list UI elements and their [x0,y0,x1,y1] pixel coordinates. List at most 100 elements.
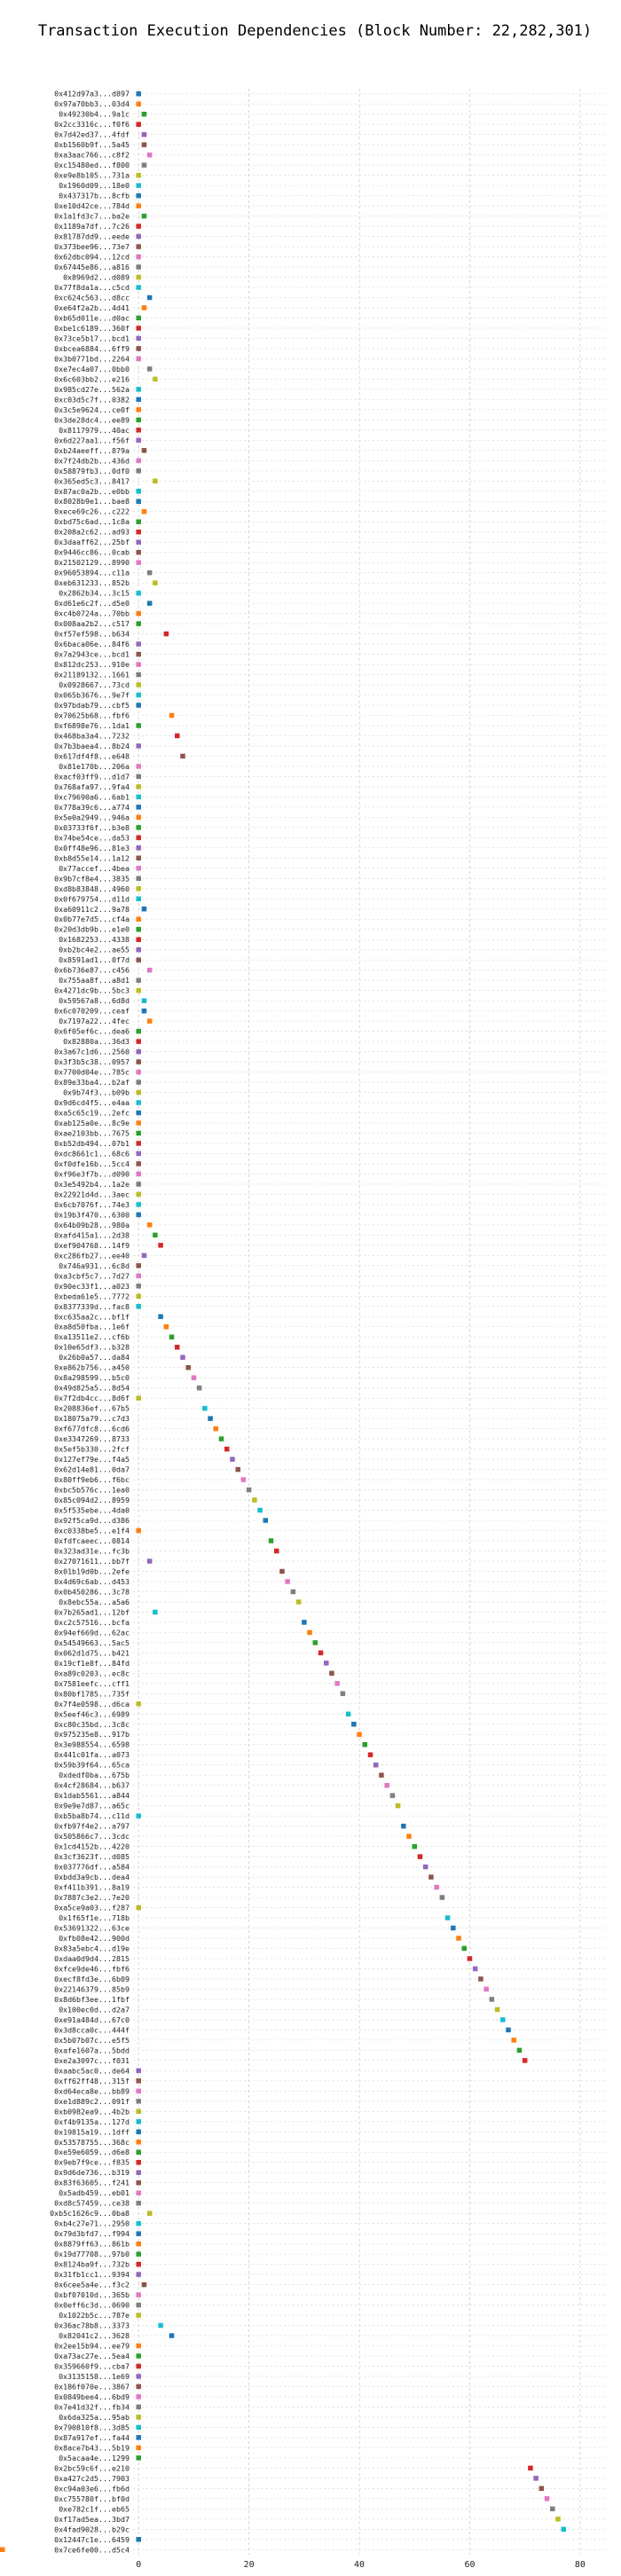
y-tick-label: 0x6c070209...ceaf [54,1007,130,1016]
data-point [136,855,141,861]
data-point [252,1497,257,1503]
data-point [191,1375,197,1380]
y-tick-label: 0x0b77e7d5...cf4a [54,915,130,923]
y-tick-label: 0x8028b9e1...bae8 [54,497,130,506]
data-point [0,2547,5,2553]
y-tick-label: 0xa3aac766...c8f2 [54,151,130,160]
y-tick-label: 0x18075a79...c7d3 [54,1414,130,1423]
data-point [136,2149,141,2155]
data-point [136,224,141,229]
data-point [439,1895,445,1900]
data-point [136,2272,141,2277]
y-tick-label: 0x96053894...c11a [54,569,130,577]
y-tick-label: 0x790810f8...3d85 [54,2423,130,2431]
x-tick-label: 60 [464,2560,475,2570]
y-tick-label: 0xafe1607a...5bdd [54,2046,130,2054]
data-point [230,1457,235,1462]
y-tick-label: 0x0b450286...3c78 [54,1587,130,1596]
y-tick-label: 0x19cf1e8f...84fd [54,1659,130,1668]
y-tick-label: 0xc03d5c7f...0382 [54,395,130,404]
y-tick-label: 0x9b7cf8e4...3835 [54,874,130,883]
data-point [555,2517,561,2522]
y-tick-label: 0xe3347269...8733 [54,1434,130,1443]
y-tick-label: 0x5f535ebe...4da0 [54,1506,130,1515]
y-tick-label: 0x5ef5b330...2fcf [54,1445,130,1454]
y-tick-label: 0x3daaff62...25bf [54,538,130,546]
y-tick-label: 0x5acaa4e...1299 [59,2454,130,2462]
y-tick-label: 0xf0dfe16b...5cc4 [54,1159,130,1168]
y-tick-label: 0xf96e3f7b...d090 [54,1169,130,1178]
y-tick-label: 0x74be54ce...da53 [54,833,130,842]
y-tick-label: 0x90ec33f1...a023 [54,1282,130,1291]
y-tick-label: 0xe862b756...a450 [54,1363,130,1372]
data-point [136,437,141,444]
y-tick-label: 0x8ace7b43...5b19 [54,2443,130,2452]
y-tick-label: 0x9d6cd4f5...e4aa [54,1098,130,1107]
data-point [136,2088,141,2094]
y-tick-label: 0x77f8da1a...c5cd [54,283,130,292]
y-tick-label: 0x5adb459...eb01 [59,2188,130,2197]
data-point [136,590,141,596]
data-point [136,468,141,474]
y-tick-label: 0x80bf1785...735f [54,1689,130,1698]
data-point [136,2394,141,2399]
y-tick-label: 0x6d227aa1...f56f [54,436,130,444]
y-tick-label: 0x97a70bb3...03d4 [54,99,130,108]
y-tick-label: 0xe1d889c2...091f [54,2097,130,2106]
data-point [351,1722,357,1727]
y-tick-label: 0xeb631233...852b [54,578,130,587]
y-tick-label: 0x1dab5561...a844 [54,1791,130,1800]
y-tick-label: 0x87ac0a2b...e0bb [54,487,130,496]
data-point [136,662,141,667]
data-point [544,2496,550,2501]
x-tick-label: 20 [244,2560,255,2570]
y-tick-label: 0xc635aa2c...bf1f [54,1312,130,1321]
data-point [136,1212,141,1218]
y-tick-label: 0x8124ba9f...732b [54,2260,130,2269]
y-tick-label: 0x6baca06e...84f6 [54,640,130,648]
y-tick-label: 0xb5ba8b74...c11d [54,1811,130,1820]
y-tick-label: 0x3cf3623f...d085 [54,1852,130,1861]
y-tick-label: 0x21502129...8990 [54,558,130,567]
y-tick-label: 0xa5ce9a03...f287 [54,1904,130,1912]
y-tick-label: 0x97bdab79...cbf5 [54,701,130,710]
y-tick-label: 0x468ba3a4...7232 [54,731,130,740]
data-point [169,1334,175,1339]
y-tick-label: 0x8ebc55a...a5a6 [59,1598,130,1606]
data-point [136,2404,141,2410]
data-point [136,2200,141,2206]
y-tick-label: 0x4fad9028...b29c [54,2525,130,2533]
data-point [175,1344,180,1350]
data-point [169,2333,175,2338]
y-tick-label: 0x412d97a3...d897 [54,90,130,98]
y-tick-label: 0x208a2c62...ad93 [54,528,130,537]
y-tick-label: 0xff62ff48...315f [54,2077,130,2085]
y-tick-label: 0x6c603bb2...e216 [54,374,130,383]
data-point [136,1141,141,1146]
y-tick-label: 0x7197a22...4fec [59,1017,130,1025]
y-tick-label: 0xc0338be5...e1f4 [54,1526,130,1535]
y-tick-label: 0x3135158...1e69 [59,2372,130,2381]
y-tick-label: 0xb24aeeff...879a [54,446,130,455]
y-tick-label: 0xc624c563...d8cc [54,293,130,302]
data-point [136,1048,141,1055]
data-point [136,2343,141,2349]
data-point [175,733,180,739]
y-tick-label: 0x6cb7076f...74e3 [54,1200,130,1209]
data-point [318,1650,324,1656]
y-tick-label: 0xe64f2a2b...4d41 [54,303,130,312]
y-tick-label: 0x505866c7...3cdc [54,1832,130,1841]
y-tick-label: 0x3de28dc4...ee89 [54,415,130,424]
y-tick-label: 0x87a917ef...fa44 [54,2433,130,2442]
y-tick-label: 0x01b19d0b...2efe [54,1567,130,1575]
data-point [263,1518,269,1523]
data-points [0,90,566,2553]
y-tick-label: 0x62d14e81...0da7 [54,1465,130,1474]
data-point [528,2465,533,2471]
data-point [451,1925,456,1931]
y-tick-label: 0x4d69c6ab...d453 [54,1577,130,1586]
data-point [136,794,141,800]
y-tick-label: 0x80ff9eb6...f6bc [54,1475,130,1484]
y-tick-label: 0xf411b391...8a19 [54,1883,130,1892]
